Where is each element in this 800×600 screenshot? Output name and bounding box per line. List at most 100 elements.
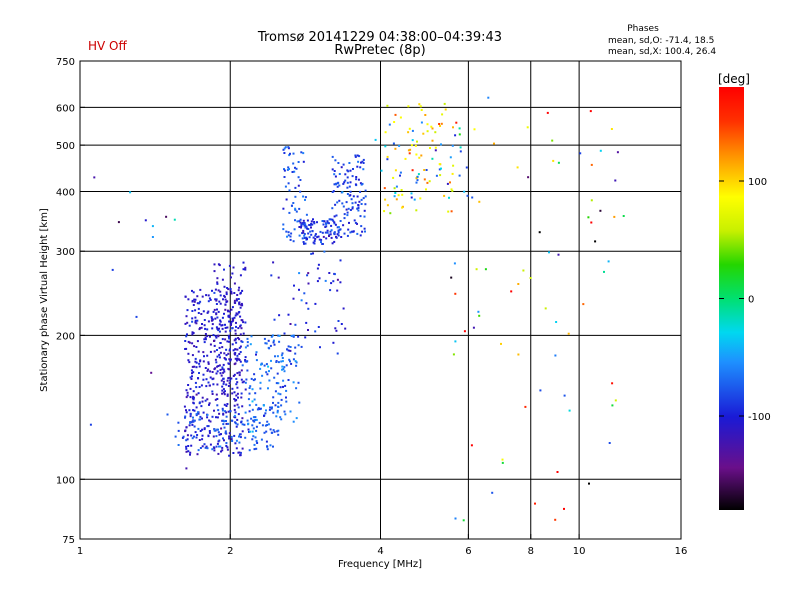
data-point	[302, 241, 305, 243]
data-point	[557, 253, 560, 256]
data-point	[225, 348, 228, 351]
data-point	[333, 240, 336, 243]
data-point	[214, 288, 217, 291]
data-point	[193, 419, 196, 422]
data-point	[500, 342, 502, 345]
data-point	[226, 403, 229, 405]
data-point	[234, 357, 237, 360]
data-point	[399, 171, 402, 174]
data-point	[272, 429, 275, 432]
data-point	[294, 208, 297, 211]
data-point	[252, 379, 255, 382]
data-point	[282, 385, 284, 388]
data-point	[393, 187, 396, 190]
data-point	[418, 156, 421, 159]
data-point	[230, 419, 233, 422]
data-point	[238, 303, 241, 306]
data-point	[386, 104, 389, 107]
data-point	[453, 262, 456, 265]
data-point	[235, 359, 238, 362]
y-tick-label: 100	[56, 475, 75, 486]
data-point	[253, 448, 256, 451]
data-point	[462, 519, 465, 522]
data-point	[193, 345, 196, 348]
data-point	[298, 226, 301, 228]
data-point	[225, 415, 228, 418]
data-point	[280, 398, 283, 401]
data-point	[189, 421, 191, 424]
data-point	[239, 274, 242, 277]
data-point	[590, 163, 593, 166]
data-point	[398, 144, 401, 147]
data-point	[202, 351, 205, 354]
data-point	[324, 279, 327, 282]
data-point	[241, 447, 244, 450]
data-point	[554, 354, 557, 357]
data-point	[197, 392, 200, 395]
data-point	[217, 335, 220, 338]
data-point	[311, 223, 314, 226]
data-point	[466, 194, 469, 197]
data-point	[359, 182, 362, 185]
data-point	[221, 389, 224, 392]
data-point	[235, 321, 237, 324]
data-point	[383, 187, 386, 190]
data-point	[230, 438, 233, 441]
data-point	[150, 371, 153, 374]
data-point	[413, 198, 416, 201]
data-point	[221, 366, 224, 369]
data-point	[223, 403, 226, 406]
data-point	[270, 359, 272, 362]
data-point	[299, 179, 302, 181]
data-point	[218, 346, 221, 349]
data-point	[399, 116, 402, 119]
data-point	[348, 185, 351, 188]
data-point	[312, 236, 315, 239]
data-point	[199, 415, 202, 418]
data-point	[272, 396, 275, 399]
data-point	[234, 314, 237, 317]
data-point	[337, 162, 340, 164]
data-point	[333, 170, 336, 172]
x-tick-label: 16	[675, 546, 688, 557]
data-point	[291, 171, 294, 173]
data-point	[302, 219, 305, 222]
data-point	[557, 161, 560, 164]
data-point	[249, 430, 252, 433]
data-point	[522, 269, 525, 272]
data-point	[411, 169, 414, 172]
data-point	[236, 354, 239, 357]
data-point	[186, 394, 189, 397]
data-point	[392, 176, 395, 179]
data-point	[204, 399, 207, 402]
data-point	[233, 373, 236, 376]
data-point	[229, 329, 232, 332]
data-point	[197, 412, 200, 415]
data-point	[292, 335, 295, 338]
data-point	[269, 444, 272, 447]
data-point	[328, 272, 331, 274]
data-point	[281, 357, 284, 359]
data-point	[233, 414, 236, 417]
data-point	[355, 178, 358, 181]
data-point	[324, 231, 327, 234]
data-point	[472, 326, 475, 329]
data-point	[197, 350, 200, 353]
data-point	[357, 207, 360, 209]
data-point	[313, 239, 316, 242]
data-point	[284, 185, 287, 188]
data-point	[423, 178, 426, 181]
data-point	[264, 424, 267, 427]
data-point	[283, 147, 286, 150]
data-point	[246, 344, 249, 347]
data-point	[255, 440, 258, 443]
data-point	[288, 168, 290, 170]
data-point	[287, 182, 290, 185]
data-point	[431, 139, 434, 142]
data-point	[473, 128, 476, 131]
data-point	[334, 203, 337, 206]
data-point	[185, 445, 188, 448]
data-point	[252, 435, 255, 438]
data-point	[305, 302, 308, 305]
data-point	[187, 450, 190, 453]
